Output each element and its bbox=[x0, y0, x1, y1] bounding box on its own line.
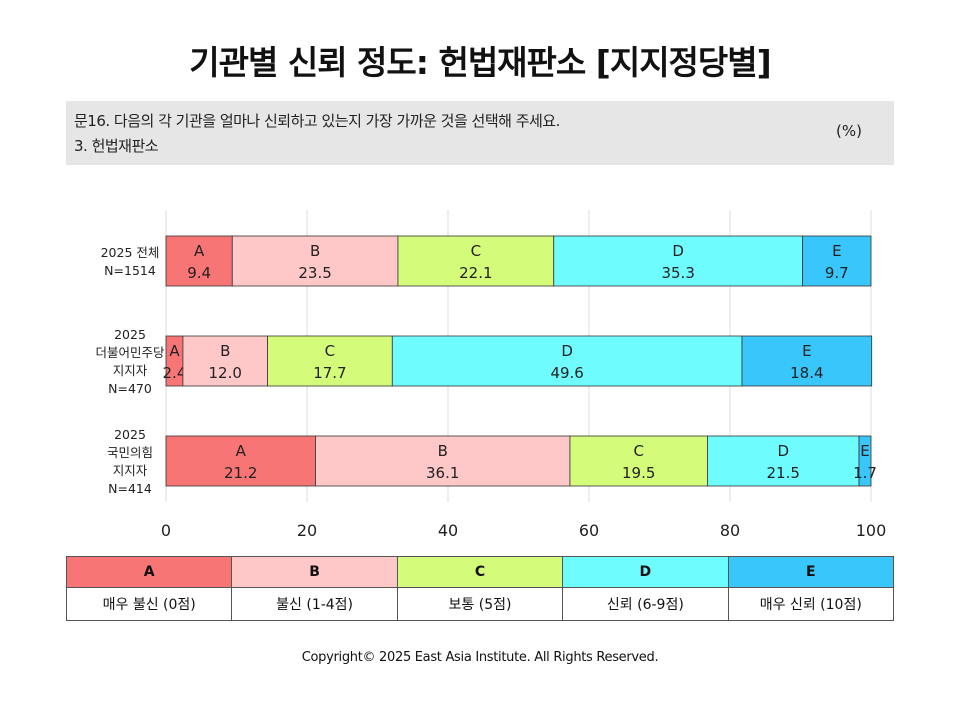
bar-segment bbox=[182, 335, 268, 387]
legend-desc-b: 불신 (1-4점) bbox=[231, 587, 398, 621]
data-label: 18.4 bbox=[790, 364, 823, 382]
category-label: 2025 bbox=[114, 327, 146, 342]
category-label: 2025 bbox=[114, 427, 146, 442]
bar-segment bbox=[165, 435, 316, 487]
legend-desc-d: 신뢰 (6-9점) bbox=[562, 587, 729, 621]
bar-segment bbox=[707, 435, 860, 487]
segment-key-label: D bbox=[672, 242, 684, 260]
bar-segment bbox=[569, 435, 708, 487]
legend-table: A B C D E 매우 불신 (0점) 불신 (1-4점) 보통 (5점) 신… bbox=[65, 556, 895, 621]
category-label: 지지자 bbox=[113, 463, 148, 478]
segment-key-label: E bbox=[832, 242, 841, 260]
category-label: N=1514 bbox=[104, 263, 156, 278]
data-label: 22.1 bbox=[459, 264, 492, 282]
segment-key-label: B bbox=[220, 342, 230, 360]
question-text: 문16. 다음의 각 기관을 얼마나 신뢰하고 있는지 가장 가까운 것을 선택… bbox=[74, 112, 560, 130]
data-label: 21.2 bbox=[224, 464, 257, 482]
x-tick-label: 80 bbox=[720, 521, 740, 540]
category-label: 2025 전체 bbox=[101, 245, 160, 260]
data-label: 17.7 bbox=[313, 364, 346, 382]
stacked-bar-chart: A 9.4 B 23.5 C 22.1 D 35.3 E 9.7 2025 전체 N=1514 A 2.4… bbox=[95, 210, 887, 540]
bar-segment bbox=[858, 435, 872, 487]
legend-key-c: C bbox=[396, 556, 564, 588]
chart-title: 기관별 신뢰 정도: 헌법재판소 [지지정당별] bbox=[189, 43, 771, 82]
legend-key-b: B bbox=[231, 556, 398, 588]
segment-key-label: C bbox=[633, 442, 643, 460]
bar-segment bbox=[741, 335, 873, 387]
legend-key-a: A bbox=[65, 556, 233, 588]
legend-desc-e: 매우 신뢰 (10점) bbox=[727, 587, 895, 621]
category-label: 국민의힘 bbox=[107, 445, 153, 460]
data-label: 21.5 bbox=[767, 464, 800, 482]
data-label: 2.4 bbox=[163, 364, 187, 382]
bar-segment bbox=[165, 235, 233, 287]
data-label: 35.3 bbox=[661, 264, 694, 282]
category-label: 더불어민주당 bbox=[95, 345, 165, 360]
data-label: 36.1 bbox=[426, 464, 459, 482]
copyright: Copyright© 2025 East Asia Institute. All… bbox=[301, 650, 659, 665]
data-label: 12.0 bbox=[209, 364, 242, 382]
segment-key-label: A bbox=[236, 442, 247, 460]
bar-segment bbox=[391, 335, 743, 387]
legend-key-e: E bbox=[727, 556, 895, 588]
x-tick-label: 40 bbox=[438, 521, 458, 540]
bar-segment bbox=[315, 435, 571, 487]
legend-desc-c: 보통 (5점) bbox=[396, 587, 564, 621]
unit-label: (%) bbox=[836, 122, 862, 140]
segment-key-label: A bbox=[194, 242, 205, 260]
data-label: 19.5 bbox=[622, 464, 655, 482]
data-label: 9.7 bbox=[825, 264, 849, 282]
legend-desc-a: 매우 불신 (0점) bbox=[65, 587, 233, 621]
segment-key-label: E bbox=[802, 342, 811, 360]
data-label: 23.5 bbox=[298, 264, 331, 282]
x-tick-label: 60 bbox=[579, 521, 599, 540]
question-box: 문16. 다음의 각 기관을 얼마나 신뢰하고 있는지 가장 가까운 것을 선택… bbox=[66, 101, 894, 165]
x-tick-label: 100 bbox=[856, 521, 887, 540]
segment-key-label: B bbox=[438, 442, 448, 460]
segment-key-label: B bbox=[310, 242, 320, 260]
x-tick-label: 20 bbox=[297, 521, 317, 540]
x-tick-label: 0 bbox=[161, 521, 171, 540]
data-label: 49.6 bbox=[550, 364, 583, 382]
segment-key-label: E bbox=[860, 442, 869, 460]
segment-key-label: C bbox=[325, 342, 335, 360]
bar-segment bbox=[802, 235, 872, 287]
data-label: 9.4 bbox=[187, 264, 211, 282]
data-label: 1.7 bbox=[853, 464, 877, 482]
legend-key-d: D bbox=[562, 556, 729, 588]
segment-key-label: A bbox=[169, 342, 180, 360]
category-label: N=414 bbox=[108, 481, 152, 496]
category-label: N=470 bbox=[108, 381, 152, 396]
category-label: 지지자 bbox=[113, 363, 148, 378]
segment-key-label: D bbox=[777, 442, 789, 460]
segment-key-label: D bbox=[561, 342, 573, 360]
segment-key-label: C bbox=[471, 242, 481, 260]
bar-segment bbox=[267, 335, 393, 387]
bar-segment bbox=[553, 235, 804, 287]
question-item: 3. 헌법재판소 bbox=[74, 137, 159, 155]
